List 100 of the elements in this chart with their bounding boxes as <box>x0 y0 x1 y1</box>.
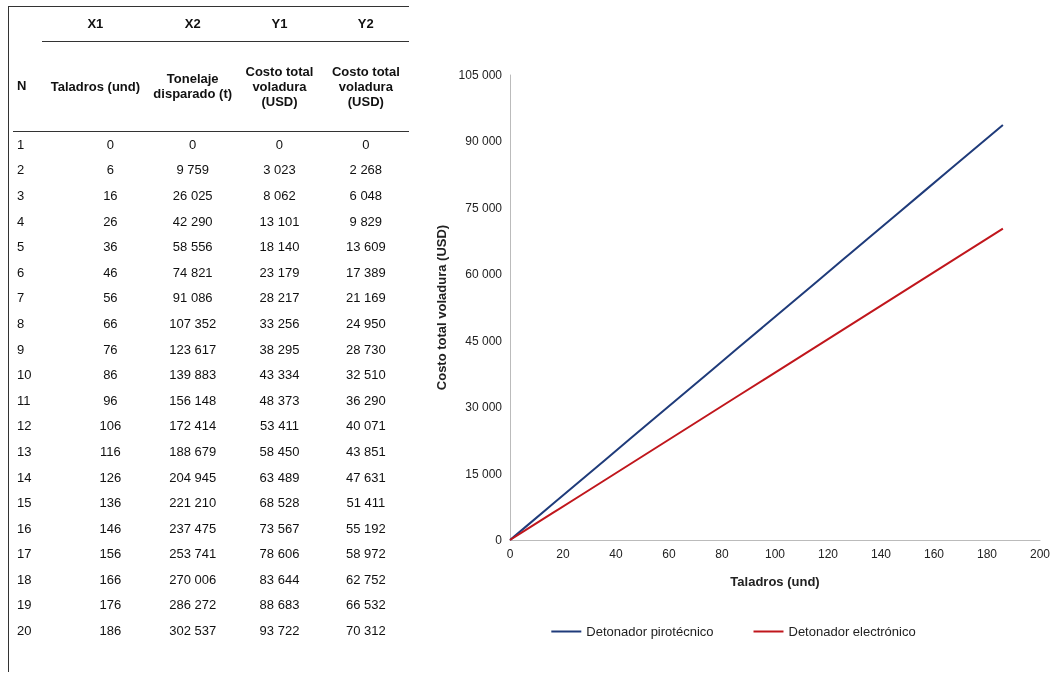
y-tick-label: 30 000 <box>465 400 503 415</box>
text: 73 567 <box>259 520 300 536</box>
text: 270 006 <box>169 571 217 587</box>
y-tick-label: 75 000 <box>465 200 503 215</box>
text: X2 <box>149 7 237 41</box>
text: 14 <box>17 469 32 485</box>
y-tick-label: 60 000 <box>465 267 503 282</box>
text: Costo total voladura (USD) <box>330 62 401 111</box>
text: 204 945 <box>169 469 217 485</box>
text: 8 062 <box>263 187 296 203</box>
text: 63 489 <box>259 469 300 485</box>
y-tick-label: 0 <box>495 533 503 547</box>
legend-label: Detonador pirotécnico <box>586 624 714 639</box>
text: Costo total voladura (USD) <box>244 62 315 111</box>
text: X1 <box>41 7 150 41</box>
text: 0 <box>189 136 197 152</box>
text: 116 <box>100 443 121 459</box>
x-tick-label: 120 <box>817 547 839 561</box>
x-tick-label: 40 <box>609 547 623 561</box>
x-tick-label: 160 <box>923 547 945 561</box>
text: 136 <box>99 495 122 511</box>
text: 53 411 <box>260 418 299 434</box>
text: 46 <box>103 264 118 280</box>
text: 7 <box>17 290 25 306</box>
text: 237 475 <box>169 520 217 536</box>
text: 43 851 <box>345 443 386 459</box>
text: 15 <box>17 495 32 511</box>
x-tick-label: 140 <box>870 547 892 561</box>
text: 47 631 <box>345 469 386 485</box>
text: 86 <box>103 367 118 383</box>
text: 28 730 <box>345 341 386 357</box>
text: 13 609 <box>345 239 386 255</box>
text: 16 <box>103 187 118 203</box>
y-tick-label: 15 000 <box>465 466 503 481</box>
text: 26 <box>103 213 118 229</box>
x-tick-label: 180 <box>976 547 998 561</box>
text: 1 <box>17 136 25 152</box>
text: 40 071 <box>345 418 386 434</box>
text: 58 972 <box>345 546 386 562</box>
text: 156 <box>99 546 122 562</box>
text: 3 023 <box>263 162 296 178</box>
text: 51 411 <box>346 495 386 511</box>
text: 0 <box>106 136 114 152</box>
text: 21 169 <box>345 290 386 306</box>
y-tick-label: 105 000 <box>458 68 503 82</box>
text: 11 <box>17 392 31 408</box>
text: 93 722 <box>259 623 300 639</box>
text: 0 <box>275 136 284 152</box>
x-tick-label: 100 <box>764 547 786 561</box>
text: 9 759 <box>176 162 209 178</box>
x-tick-label: 80 <box>715 547 729 561</box>
text: 19 <box>17 597 32 613</box>
x-tick-label: 60 <box>662 547 676 561</box>
text: 186 <box>99 623 122 639</box>
text: 302 537 <box>169 623 217 639</box>
text: 68 528 <box>259 495 300 511</box>
text: 156 148 <box>169 392 217 408</box>
text: 146 <box>99 520 122 536</box>
text: 10 <box>17 367 32 383</box>
text: 107 352 <box>169 315 217 331</box>
text: 56 <box>103 290 118 306</box>
text: 253 741 <box>169 546 217 562</box>
text: 13 101 <box>259 213 300 229</box>
text: 62 752 <box>345 571 386 587</box>
text: 126 <box>99 469 122 485</box>
text: 3 <box>17 187 25 203</box>
text: 36 290 <box>345 392 386 408</box>
text: 17 <box>17 546 32 562</box>
text: 106 <box>99 418 122 434</box>
text: 58 450 <box>259 443 300 459</box>
text: 286 272 <box>169 597 217 613</box>
text: N <box>16 77 28 96</box>
text: 55 192 <box>345 520 386 536</box>
text: 76 <box>103 341 118 357</box>
text: 6 048 <box>349 187 383 203</box>
text: 28 217 <box>259 290 300 306</box>
text: 4 <box>17 213 25 229</box>
text: Y2 <box>322 7 409 41</box>
text: Tonelaje disparado (t) <box>152 70 234 103</box>
text: 8 <box>17 315 25 331</box>
text: 221 210 <box>169 495 217 511</box>
legend-label: Detonador electrónico <box>788 624 916 639</box>
text: 2 268 <box>349 162 383 178</box>
text: 13 <box>17 443 32 459</box>
text: 6 <box>17 264 25 280</box>
text: 36 <box>103 239 118 255</box>
x-tick-label: 200 <box>1029 547 1051 561</box>
x-tick-label: 0 <box>506 547 514 561</box>
x-tick-label: 20 <box>556 547 570 561</box>
text: 9 <box>17 341 25 357</box>
text: 58 556 <box>172 239 213 255</box>
text: Y1 <box>236 7 323 41</box>
text: 9 829 <box>349 213 383 229</box>
text: 6 <box>106 162 114 178</box>
text: 38 295 <box>259 341 300 357</box>
text: 18 140 <box>259 239 300 255</box>
text: 2 <box>17 162 25 178</box>
text: 16 <box>17 520 32 536</box>
text: 188 679 <box>169 443 217 459</box>
text: 66 <box>103 315 118 331</box>
